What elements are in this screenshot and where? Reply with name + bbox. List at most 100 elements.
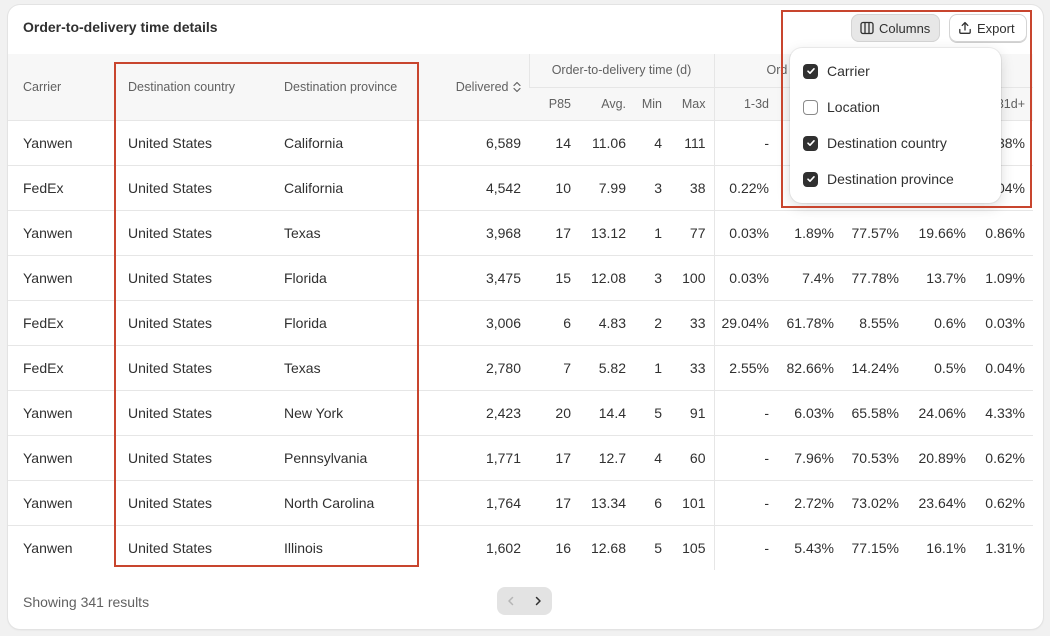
cell-1-3d: - [713,524,777,570]
columns-option-location[interactable]: Location [803,97,880,117]
table-row: Yanwen United States Illinois 1,602 16 12.68 5… [8,524,1033,570]
header-carrier: Carrier [8,54,116,120]
cell-min: 6 [634,479,670,525]
columns-menu: Carrier Location Destination country Des… [790,48,1001,203]
cell-carrier: Yanwen [8,254,116,300]
cell-destination-province: Illinois [272,524,416,570]
cell-destination-country: United States [116,254,272,300]
checkbox[interactable] [803,99,818,115]
cell-carrier: Yanwen [8,434,116,480]
cell-min: 5 [634,389,670,435]
header-max: Max [670,86,714,120]
header-avg: Avg. [579,86,634,120]
columns-option-destination-country[interactable]: Destination country [803,133,947,153]
cell-delivered: 1,771 [416,434,529,480]
cell-destination-country: United States [116,389,272,435]
cell-max: 60 [670,434,714,480]
cell-destination-country: United States [116,479,272,525]
cell-carrier: Yanwen [8,524,116,570]
checkbox[interactable] [803,171,818,187]
cell-delivered: 6,589 [416,119,529,165]
next-page-button[interactable] [524,587,551,615]
chevron-left-icon [507,596,513,606]
cell-1-3d: 0.03% [713,254,777,300]
cell-bucket-3: 8.55% [842,299,907,345]
cell-bucket-4: 23.64% [907,479,974,525]
card-title: Order-to-delivery time details [23,19,218,35]
upload-icon [959,21,971,34]
cell-delivered: 1,602 [416,524,529,570]
cell-avg: 13.34 [579,479,634,525]
option-label: Carrier [827,63,870,79]
table-row: FedEx United States Texas 2,780 7 5.82 1 33 2.55… [8,344,1033,390]
cell-1-3d: 0.22% [713,164,777,210]
cell-avg: 11.06 [579,119,634,165]
cell-destination-country: United States [116,299,272,345]
cell-avg: 5.82 [579,344,634,390]
cell-bucket-2: 61.78% [777,299,842,345]
cell-avg: 12.68 [579,524,634,570]
table-row: Yanwen United States New York 2,423 20 14.4 5 9… [8,389,1033,435]
checkbox[interactable] [803,63,818,79]
cell-carrier: FedEx [8,344,116,390]
cell-destination-province: Florida [272,254,416,300]
cell-bucket-4: 0.5% [907,344,974,390]
cell-avg: 12.7 [579,434,634,480]
cell-31d-plus: 1.09% [974,254,1033,300]
cell-bucket-2: 7.96% [777,434,842,480]
cell-1-3d: 0.03% [713,209,777,255]
cell-avg: 4.83 [579,299,634,345]
cell-destination-country: United States [116,164,272,210]
cell-31d-plus: 0.04% [974,344,1033,390]
cell-bucket-2: 1.89% [777,209,842,255]
cell-delivered: 2,780 [416,344,529,390]
cell-p85: 17 [529,479,579,525]
columns-option-carrier[interactable]: Carrier [803,61,870,81]
cell-min: 2 [634,299,670,345]
cell-1-3d: 29.04% [713,299,777,345]
results-count: Showing 341 results [23,594,150,610]
cell-bucket-2: 6.03% [777,389,842,435]
cell-1-3d: 2.55% [713,344,777,390]
chevron-right-icon [535,596,541,606]
cell-bucket-4: 24.06% [907,389,974,435]
columns-option-destination-province[interactable]: Destination province [803,169,954,189]
cell-31d-plus: 0.86% [974,209,1033,255]
sort-icon [512,82,521,93]
pagination [497,587,552,615]
cell-destination-country: United States [116,209,272,255]
cell-bucket-4: 0.6% [907,299,974,345]
cell-bucket-4: 20.89% [907,434,974,480]
header-o2d-group: Order-to-delivery time (d) [528,54,714,87]
cell-destination-country: United States [116,119,272,165]
cell-31d-plus: 4.33% [974,389,1033,435]
export-button[interactable]: Export [949,14,1027,42]
cell-destination-province: California [272,119,416,165]
cell-carrier: Yanwen [8,479,116,525]
cell-destination-province: New York [272,389,416,435]
cell-delivered: 3,475 [416,254,529,300]
cell-31d-plus: 0.62% [974,434,1033,480]
checkbox[interactable] [803,135,818,151]
columns-button-label: Columns [879,20,931,36]
cell-bucket-2: 5.43% [777,524,842,570]
cell-1-3d: - [713,479,777,525]
table-row: Yanwen United States Texas 3,968 17 13.12 1 77 0… [8,209,1033,255]
previous-page-button[interactable] [497,587,524,615]
table-row: Yanwen United States North Carolina 1,764 17… [8,479,1033,525]
header-min: Min [634,86,670,120]
cell-bucket-3: 70.53% [842,434,907,480]
header-delivered[interactable]: Delivered [416,54,529,120]
cell-max: 91 [670,389,714,435]
cell-bucket-4: 13.7% [907,254,974,300]
cell-p85: 15 [529,254,579,300]
cell-max: 105 [670,524,714,570]
cell-bucket-4: 19.66% [907,209,974,255]
cell-destination-province: Texas [272,209,416,255]
cell-bucket-2: 2.72% [777,479,842,525]
table-row: Yanwen United States Florida 3,475 15 12.08 3 1… [8,254,1033,300]
checkmark-icon [806,176,815,182]
cell-bucket-3: 77.78% [842,254,907,300]
columns-button[interactable]: Columns [851,14,940,42]
cell-bucket-3: 65.58% [842,389,907,435]
